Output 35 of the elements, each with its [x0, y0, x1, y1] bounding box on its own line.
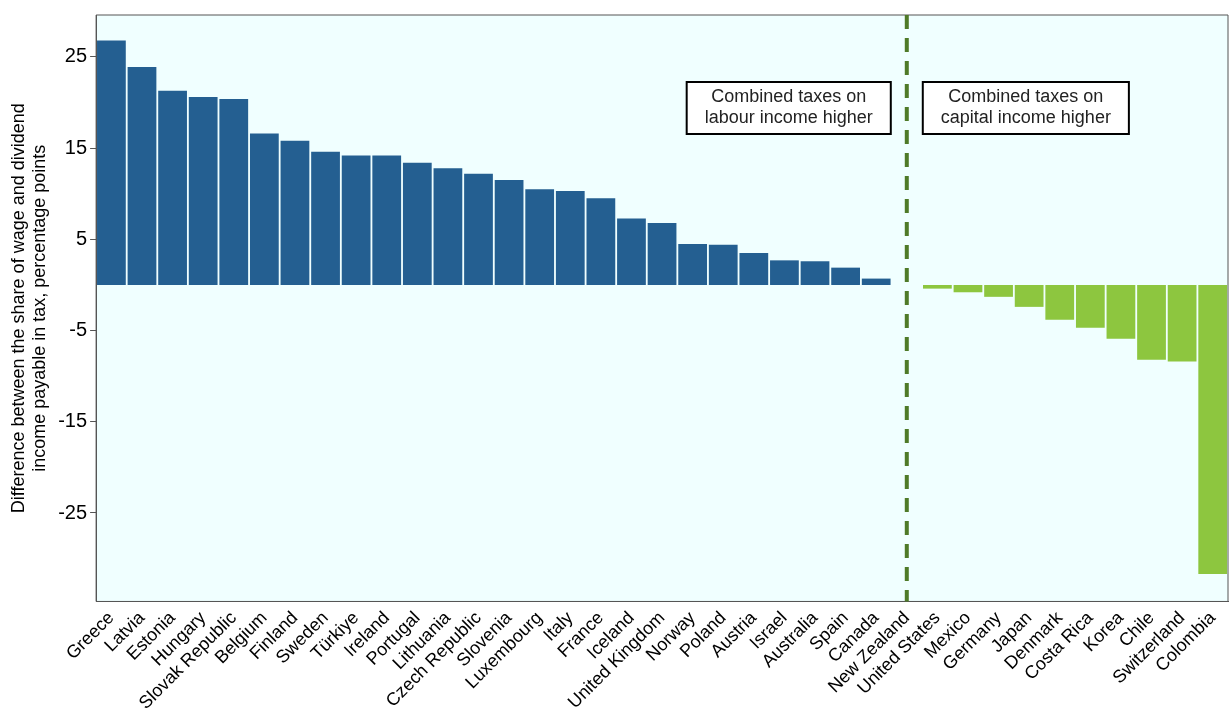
bar	[831, 267, 860, 285]
bar	[464, 173, 493, 285]
annotation: Combined taxes on capital income higher	[940, 86, 1111, 128]
y-tick-label: 15	[64, 135, 88, 158]
bar	[923, 284, 952, 289]
bar	[525, 189, 555, 285]
bar	[158, 90, 187, 285]
bar	[1198, 284, 1228, 575]
bar	[678, 243, 708, 285]
bar	[1167, 284, 1197, 362]
y-tick-label: 5	[75, 226, 88, 249]
bar	[402, 162, 432, 285]
bar	[1075, 284, 1105, 328]
bar	[249, 133, 279, 285]
bar	[311, 151, 340, 285]
bar	[127, 66, 157, 285]
y-tick-label: 25	[64, 44, 88, 67]
bar	[280, 140, 310, 285]
bar	[97, 40, 126, 285]
y-tick-label: -15	[58, 409, 88, 432]
bar	[433, 168, 463, 285]
bar	[494, 180, 524, 285]
bar	[647, 222, 677, 285]
bar	[984, 284, 1013, 297]
annotation: Combined taxes on labour income higher	[704, 86, 873, 128]
bar	[953, 284, 983, 293]
bar	[1137, 284, 1166, 360]
y-tick-label: -25	[58, 500, 88, 523]
bar	[800, 261, 830, 285]
bar	[861, 278, 891, 285]
bar	[770, 260, 799, 285]
bar	[1106, 284, 1136, 339]
y-axis-title: Difference between the share of wage and dividend income payable in tax, percentage points	[7, 103, 50, 514]
y-tick-label: -5	[69, 318, 88, 341]
bar	[617, 218, 646, 285]
